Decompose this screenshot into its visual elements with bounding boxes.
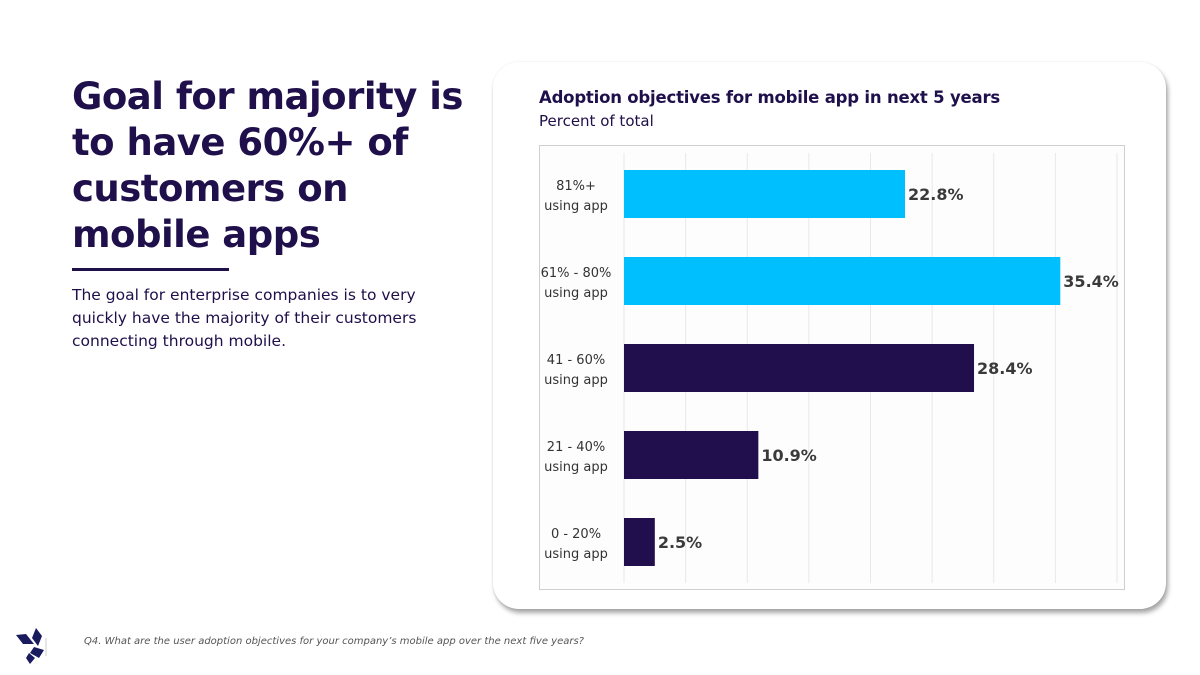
category-label: 81%+ using app: [544, 179, 608, 214]
category-label: 61% - 80% using app: [541, 266, 612, 301]
value-labels: 22.8% 35.4% 28.4% 10.9% 2.5%: [658, 185, 1119, 552]
value-label: 2.5%: [658, 533, 702, 552]
value-label: 10.9%: [761, 446, 817, 465]
bar-chart: 81%+ using app 61% - 80% using app 41 - 60% u…: [539, 145, 1125, 590]
headline-divider: [72, 268, 229, 271]
category-label-line: 41 - 60%: [547, 353, 605, 368]
category-label-line: 61% - 80%: [541, 266, 612, 281]
bar: [624, 257, 1061, 305]
chart-subtitle: Percent of total: [539, 112, 654, 130]
value-label: 22.8%: [908, 185, 964, 204]
slide-headline: Goal for majority is to have 60%+ of cus…: [72, 75, 463, 256]
chart-title: Adoption objectives for mobile app in ne…: [539, 88, 1001, 107]
category-label: 0 - 20% using app: [544, 527, 608, 562]
category-label-line: 0 - 20%: [551, 527, 601, 542]
category-label-line: using app: [544, 460, 608, 475]
category-label-line: 81%+: [556, 179, 596, 194]
category-label-line: using app: [544, 199, 608, 214]
category-label-line: 21 - 40%: [547, 440, 605, 455]
category-label-line: using app: [544, 547, 608, 562]
survey-question-footnote: Q4. What are the user adoption objective…: [84, 636, 584, 647]
bar: [624, 431, 759, 479]
value-label: 35.4%: [1063, 272, 1119, 291]
category-label: 21 - 40% using app: [544, 440, 608, 475]
bar: [624, 518, 655, 566]
category-label-line: using app: [544, 373, 608, 388]
bar: [624, 170, 906, 218]
slide-body-text: The goal for enterprise companies is to …: [72, 286, 417, 350]
category-label: 41 - 60% using app: [544, 353, 608, 388]
category-labels: 81%+ using app 61% - 80% using app 41 - 60% u…: [541, 179, 612, 562]
company-logo-icon: [16, 628, 47, 664]
bar: [624, 344, 975, 392]
value-label: 28.4%: [977, 359, 1033, 378]
bars: [624, 170, 1061, 566]
category-label-line: using app: [544, 286, 608, 301]
